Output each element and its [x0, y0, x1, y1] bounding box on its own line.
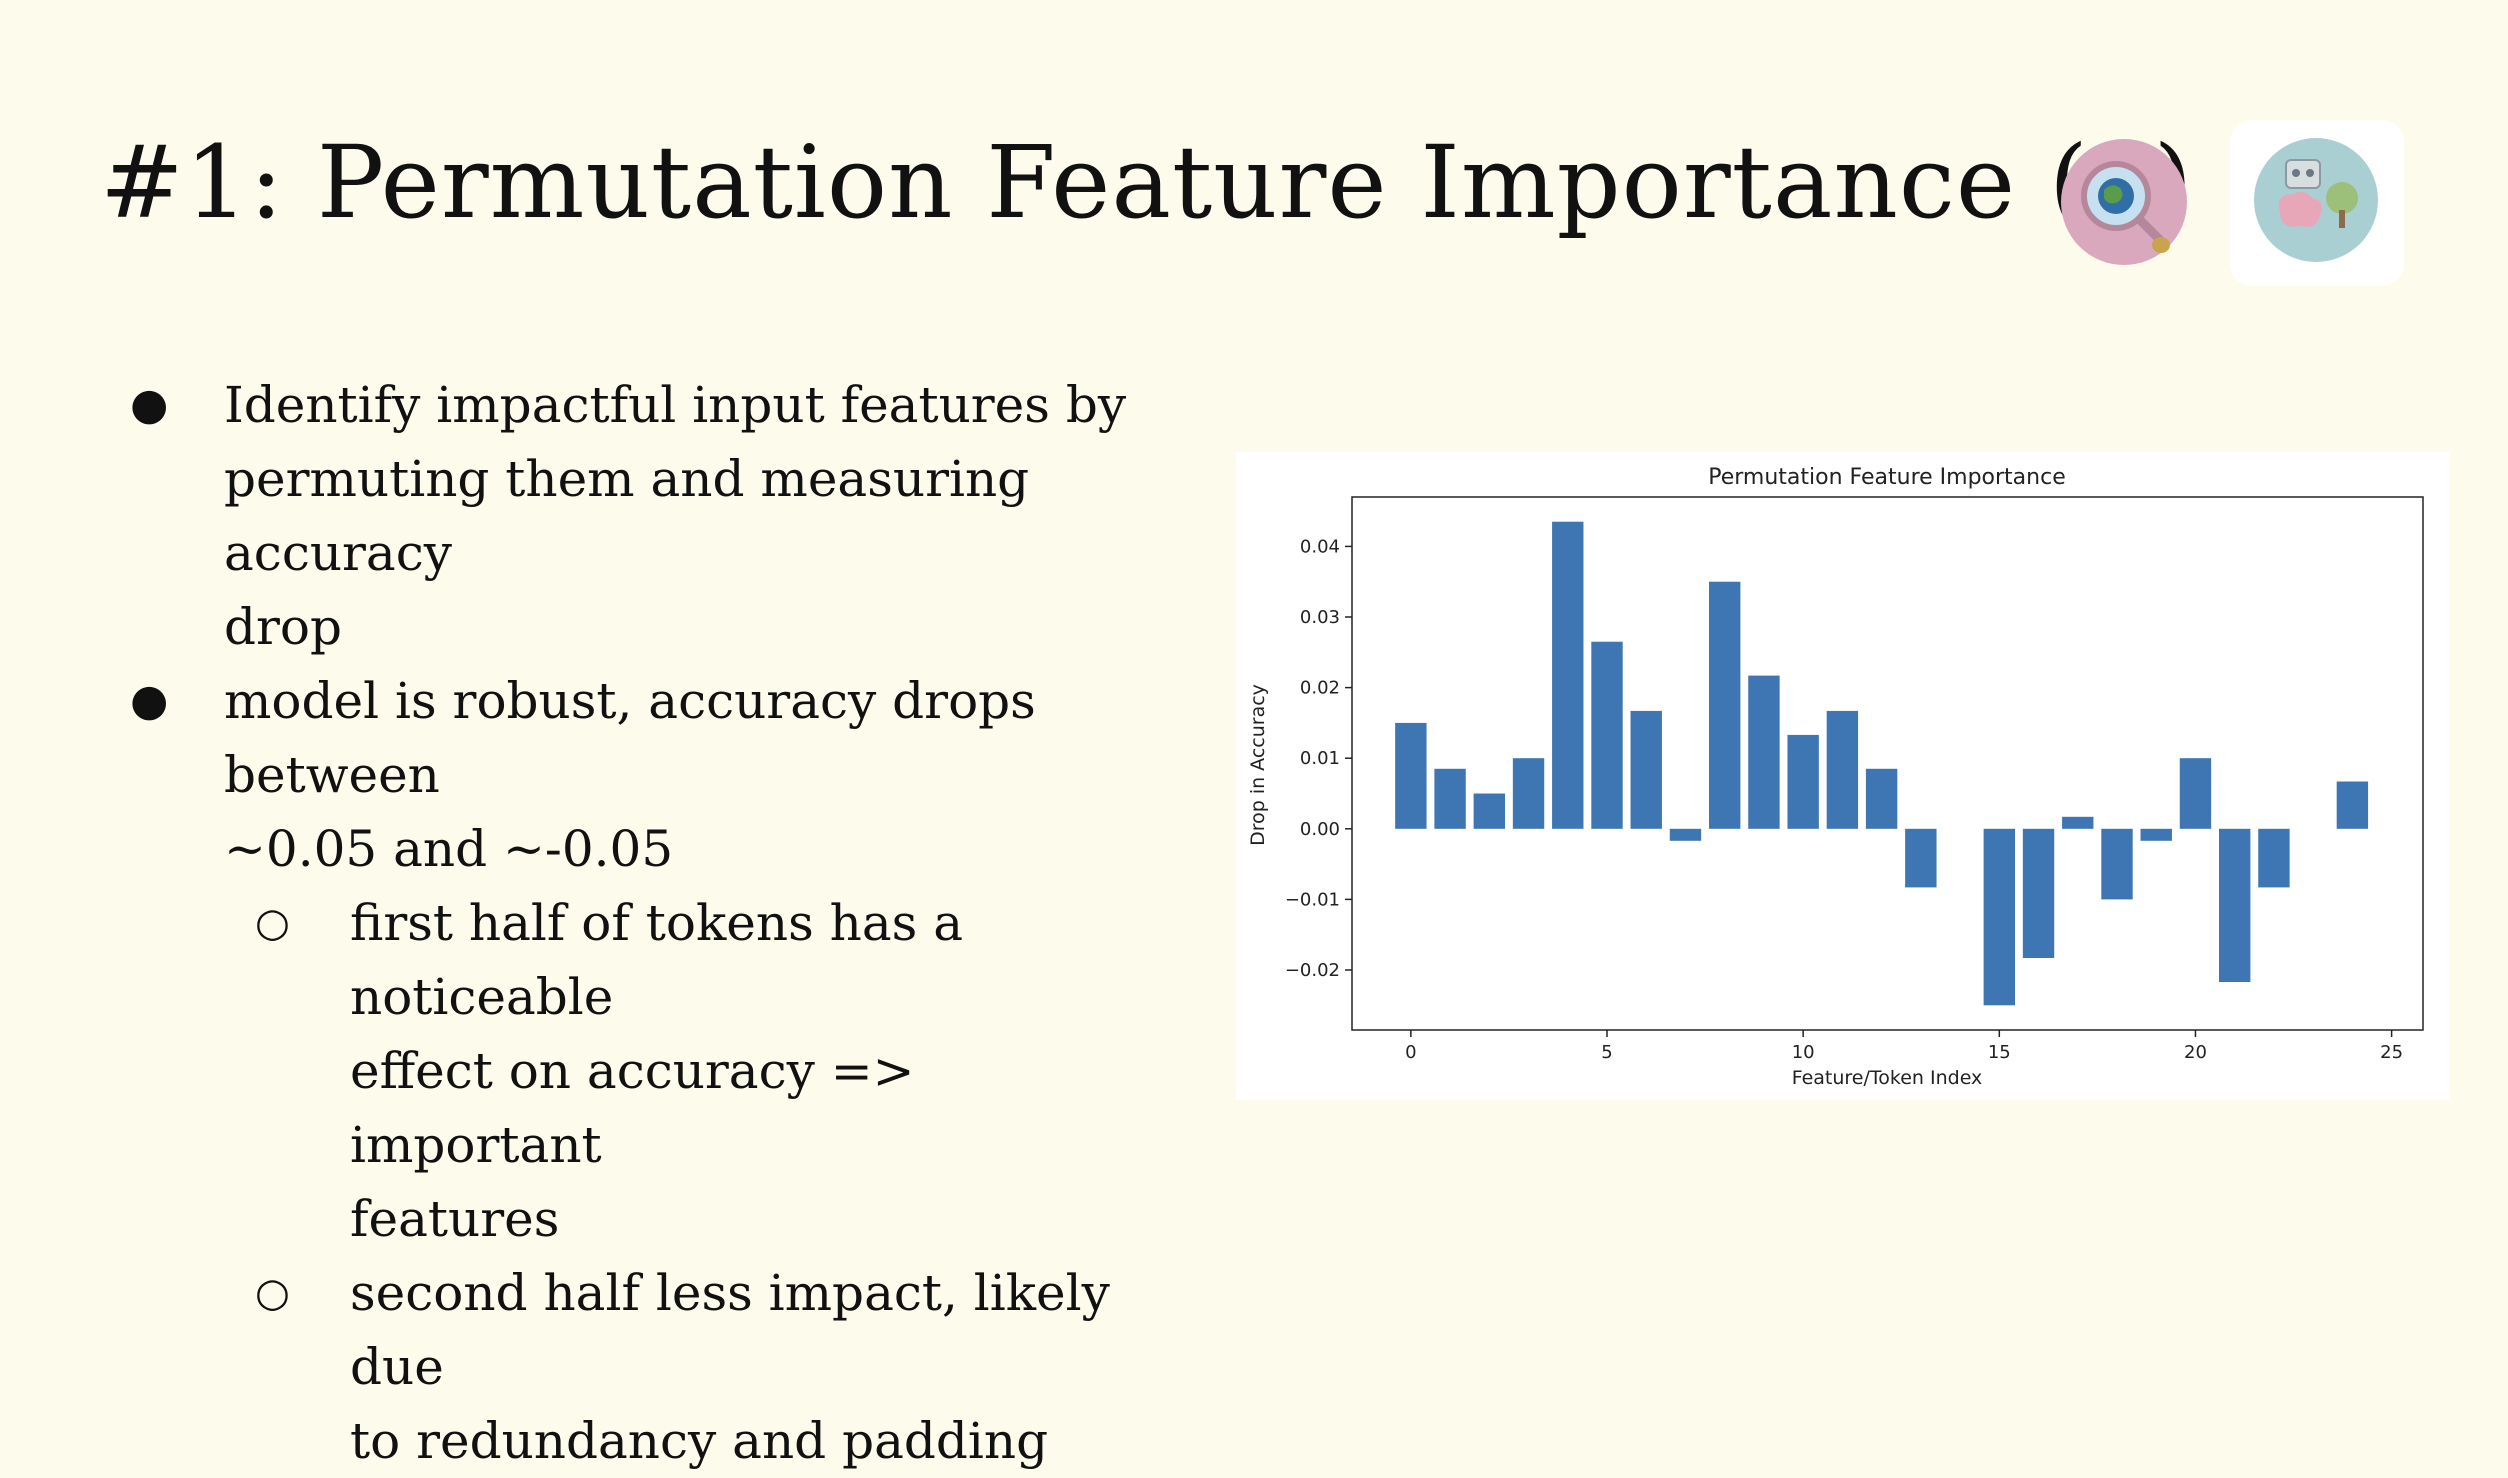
bar — [1591, 642, 1622, 829]
slide-title: #1: Permutation Feature Importance (1) — [100, 128, 2194, 238]
bar — [1748, 676, 1779, 829]
y-tick-label: −0.01 — [1285, 889, 1340, 910]
bullet-text: Identify impactful input features by per… — [224, 368, 1180, 664]
bar — [2219, 829, 2250, 982]
x-tick-label: 15 — [1988, 1042, 2011, 1063]
bar — [2141, 829, 2172, 841]
bullet-line: model is robust, accuracy drops between — [224, 664, 1180, 812]
bar-chart: Permutation Feature Importance Feature/T… — [1236, 452, 2450, 1100]
bar — [1434, 769, 1465, 829]
bar — [2180, 758, 2211, 829]
y-tick-label: 0.04 — [1300, 536, 1340, 557]
bar — [1631, 711, 1662, 829]
bullet-line: first half of tokens has a noticeable — [350, 886, 1180, 1034]
x-tick-label: 25 — [2380, 1042, 2403, 1063]
bullet-line: second half less impact, likely due — [350, 1256, 1180, 1404]
x-tick-label: 20 — [2184, 1042, 2207, 1063]
bullet-text: model is robust, accuracy drops between … — [224, 664, 1180, 886]
sub-bullet-circle: ○ — [255, 1256, 290, 1330]
bullet-line: permuting them and measuring accuracy — [224, 442, 1180, 590]
y-tick-label: 0.00 — [1300, 819, 1340, 840]
bullet-list: ● Identify impactful input features by p… — [120, 368, 1180, 1478]
bar — [1513, 758, 1544, 829]
chart-panel: Permutation Feature Importance Feature/T… — [1236, 452, 2450, 1100]
bullet-line: to redundancy and padding — [350, 1404, 1180, 1478]
bar — [1905, 829, 1936, 888]
bar — [1474, 794, 1505, 829]
bullet-line: effect on accuracy => important — [350, 1034, 1180, 1182]
bullet-line: ~0.05 and ~-0.05 — [224, 812, 1180, 886]
y-axis-label: Drop in Accuracy — [1247, 684, 1269, 846]
x-tick-label: 5 — [1601, 1042, 1612, 1063]
bar — [1827, 711, 1858, 829]
x-tick-label: 0 — [1405, 1042, 1416, 1063]
y-tick-label: 0.02 — [1300, 678, 1340, 699]
sub-bullet-text: second half less impact, likely due to r… — [350, 1256, 1180, 1478]
bullet-line: features — [350, 1182, 1180, 1256]
y-tick-label: 0.01 — [1300, 748, 1340, 769]
bar — [2337, 782, 2368, 829]
bar — [2258, 829, 2289, 888]
chart-title: Permutation Feature Importance — [1708, 465, 2066, 490]
bullet-dot: ● — [130, 664, 168, 738]
bullet-dot: ● — [130, 368, 168, 442]
y-tick-label: 0.03 — [1300, 607, 1340, 628]
x-tick-label: 10 — [1792, 1042, 1815, 1063]
bar — [2101, 829, 2132, 900]
x-axis-label: Feature/Token Index — [1792, 1067, 1983, 1089]
sub-bullet-text: first half of tokens has a noticeable ef… — [350, 886, 1180, 1256]
plot-frame — [1352, 497, 2423, 1030]
bullet-line: Identify impactful input features by — [224, 368, 1180, 442]
bar — [2062, 817, 2093, 829]
y-tick-label: −0.02 — [1285, 960, 1340, 981]
sub-bullet-item: ○ second half less impact, likely due to… — [120, 1256, 1180, 1478]
bullet-item: ● model is robust, accuracy drops betwee… — [120, 664, 1180, 886]
bar — [1787, 735, 1818, 829]
bar — [1395, 723, 1426, 829]
robot-brain-tree-logo — [2230, 120, 2404, 286]
sub-bullet-circle: ○ — [255, 886, 290, 960]
bullet-item: ● Identify impactful input features by p… — [120, 368, 1180, 664]
bar — [1670, 829, 1701, 841]
bar — [1709, 582, 1740, 829]
sub-bullet-item: ○ first half of tokens has a noticeable … — [120, 886, 1180, 1256]
bar — [1866, 769, 1897, 829]
bar — [1984, 829, 2015, 1005]
magnifier-globe-logo — [2060, 138, 2194, 272]
bar — [1552, 522, 1583, 829]
bullet-line: drop — [224, 590, 1180, 664]
bar — [2023, 829, 2054, 958]
